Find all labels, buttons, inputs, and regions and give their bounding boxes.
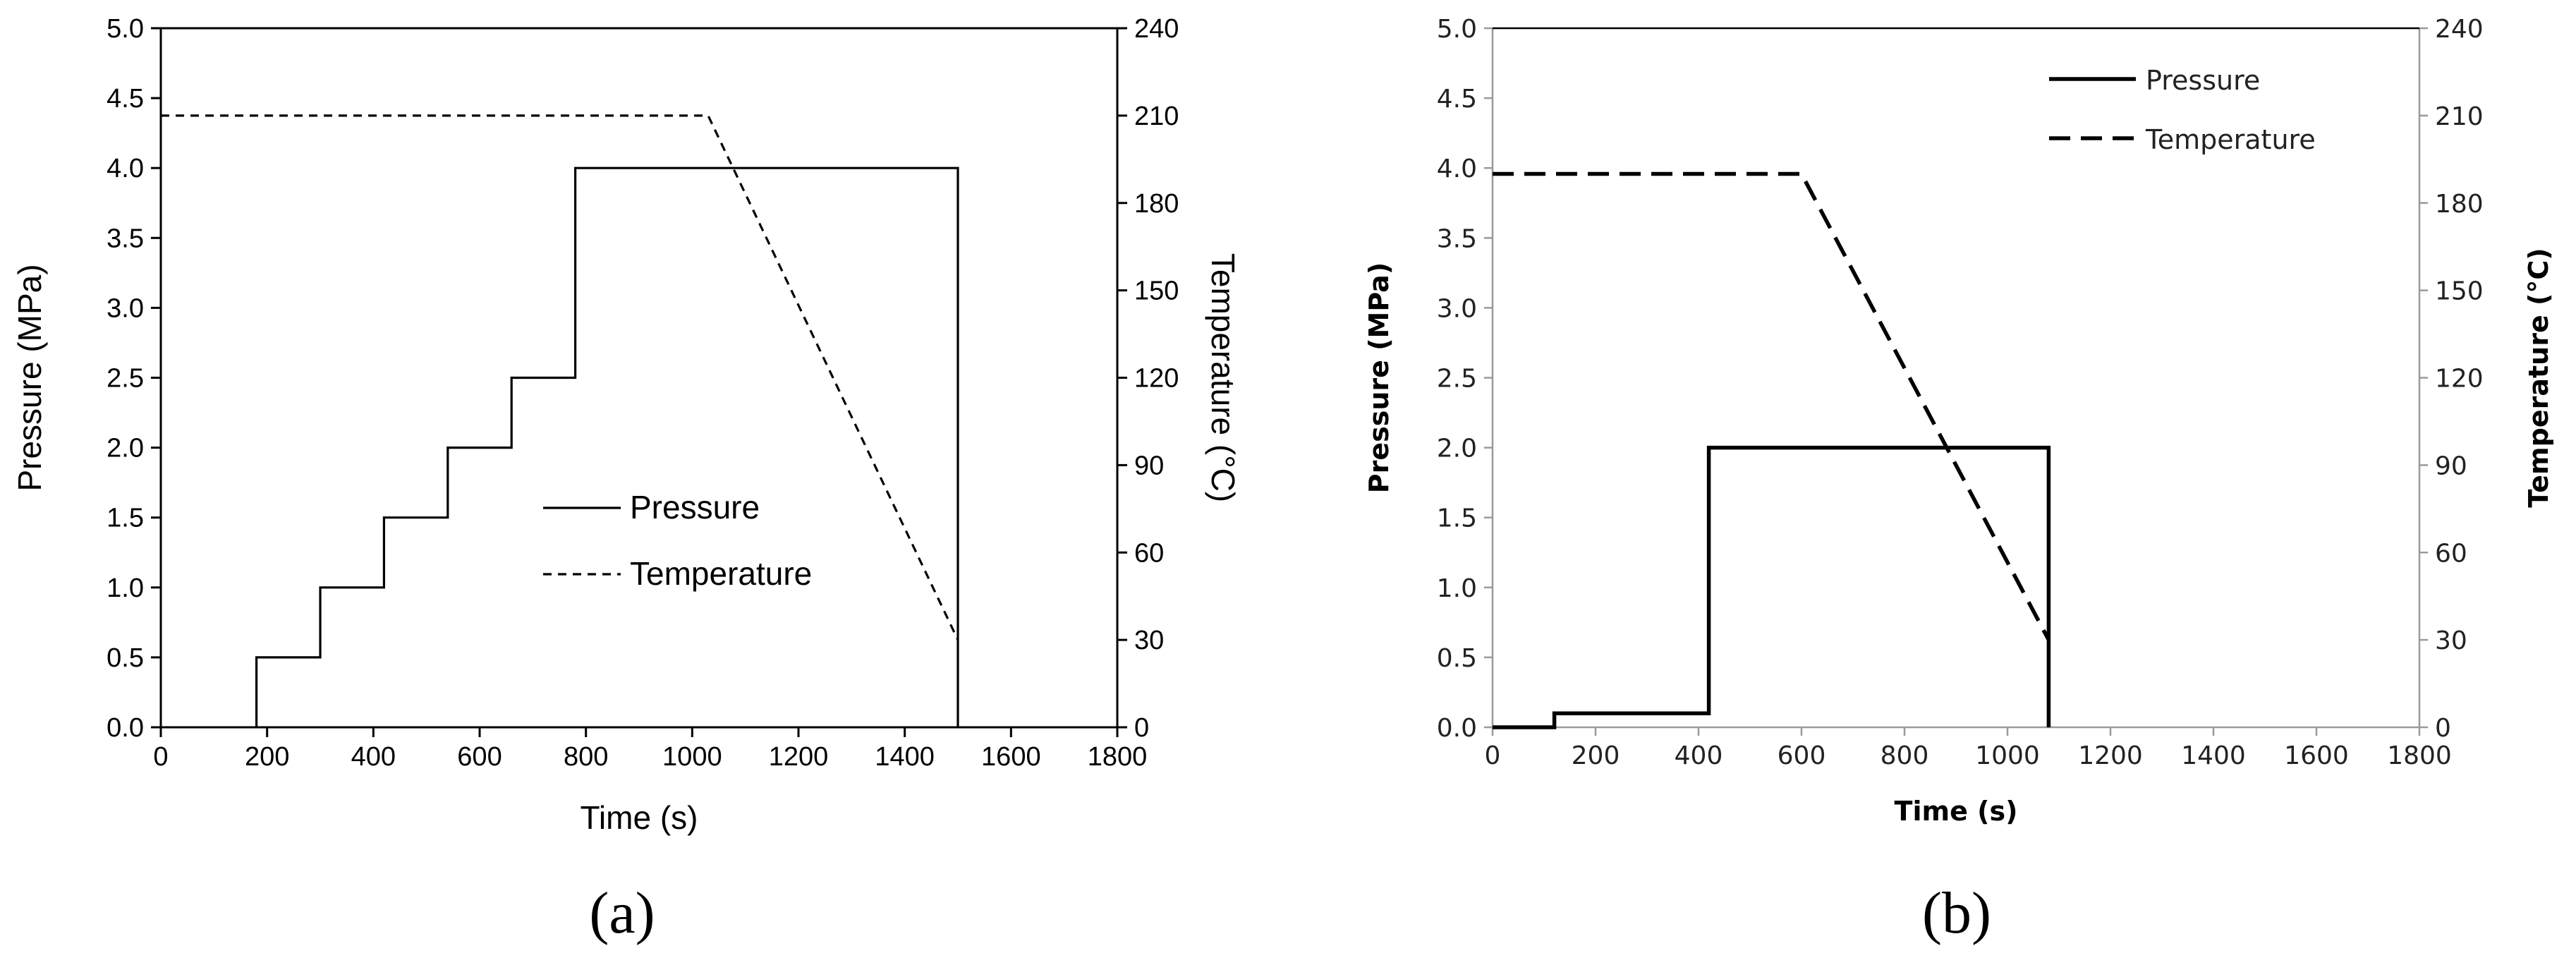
x-tick-label: 800 — [1881, 741, 1929, 770]
y-tick-label: 1.5 — [107, 504, 144, 533]
y2-tick-label: 180 — [2435, 190, 2484, 219]
y-tick-label: 2.5 — [1437, 365, 1477, 394]
x-tick-label: 0 — [1485, 741, 1501, 770]
y-tick-label: 5.0 — [107, 14, 144, 44]
y2-tick-label: 150 — [1134, 277, 1179, 306]
legend-label-pressure: Pressure — [2146, 65, 2260, 96]
x-tick-label: 400 — [351, 742, 396, 772]
y2-tick-label: 60 — [2435, 539, 2467, 568]
x-tick-label: 600 — [1778, 741, 1826, 770]
y2-tick-label: 240 — [1134, 14, 1179, 44]
panel-caption: (b) — [1922, 880, 1991, 946]
y-tick-label: 1.0 — [107, 573, 144, 603]
y2-tick-label: 180 — [1134, 189, 1179, 219]
y-tick-label: 0.5 — [1437, 644, 1477, 673]
y2-tick-label: 30 — [2435, 626, 2467, 655]
y-tick-label: 2.0 — [107, 434, 144, 463]
y-tick-label: 3.5 — [107, 224, 144, 253]
y-tick-label: 4.0 — [1437, 154, 1477, 183]
y-tick-label: 4.5 — [1437, 85, 1477, 114]
y-tick-label: 5.0 — [1437, 15, 1477, 44]
x-tick-label: 400 — [1675, 741, 1723, 770]
series-pressure-line — [255, 166, 959, 727]
y2-tick-label: 120 — [2435, 365, 2484, 394]
legend: Pressure Temperature — [2049, 65, 2316, 155]
x-tick-label: 1000 — [1975, 741, 2040, 770]
y-tick-label: 4.5 — [107, 84, 144, 114]
y-tick-label: 2.5 — [107, 364, 144, 394]
y2-axis-title: Temperature (°C) — [1205, 253, 1241, 502]
y-tick-label: 3.0 — [107, 293, 144, 323]
y2-tick-label: 150 — [2435, 277, 2484, 306]
y2-tick-label: 90 — [2435, 451, 2467, 480]
y-tick-label: 3.0 — [1437, 294, 1477, 323]
x-tick-label: 200 — [245, 742, 289, 772]
chart-b: 0 200 400 600 800 1000 1200 1400 1600 18000.00.51… — [1363, 15, 2554, 946]
x-tick-label: 1800 — [2387, 741, 2452, 770]
legend-label-temperature: Temperature — [2145, 124, 2316, 155]
y2-tick-label: 30 — [1134, 626, 1164, 655]
x-tick-label: 1600 — [981, 742, 1041, 772]
x-tick-label: 1600 — [2284, 741, 2349, 770]
legend: Pressure Temperature — [543, 489, 812, 592]
y2-tick-label: 120 — [1134, 364, 1179, 394]
y2-tick-label: 0 — [1134, 713, 1149, 743]
x-axis-title: Time (s) — [581, 799, 698, 836]
y-tick-label: 1.5 — [1437, 504, 1477, 533]
series-pressure-line — [1493, 445, 2051, 729]
x-tick-label: 1000 — [662, 742, 722, 772]
y2-tick-label: 90 — [1134, 451, 1164, 480]
y-tick-label: 0.0 — [1437, 714, 1477, 743]
series-temperature-line — [1493, 171, 2051, 641]
x-tick-label: 200 — [1572, 741, 1620, 770]
y2-tick-label: 0 — [2435, 714, 2451, 743]
y2-tick-label: 240 — [2435, 15, 2484, 44]
x-tick-label: 1200 — [769, 742, 829, 772]
x-tick-label: 1400 — [875, 742, 935, 772]
series-temperature-line — [161, 114, 959, 641]
y-tick-label: 4.0 — [107, 154, 144, 183]
y-tick-label: 0.5 — [107, 643, 144, 673]
chart-a: 0 200 400 600 800 1000 1200 1400 1600 18000.00.51… — [11, 14, 1241, 946]
y-tick-label: 2.0 — [1437, 435, 1477, 463]
legend-label-temperature: Temperature — [630, 555, 812, 592]
x-tick-label: 1800 — [1088, 742, 1148, 772]
legend-label-pressure: Pressure — [630, 489, 760, 526]
x-tick-label: 600 — [457, 742, 502, 772]
x-tick-label: 0 — [153, 742, 168, 772]
y2-tick-label: 210 — [1134, 102, 1179, 131]
y-axis-title: Pressure (MPa) — [1363, 262, 1395, 493]
x-tick-label: 1400 — [2181, 741, 2246, 770]
y-tick-label: 0.0 — [107, 713, 144, 743]
y2-tick-label: 60 — [1134, 538, 1164, 568]
x-tick-label: 1200 — [2078, 741, 2143, 770]
y-tick-label: 3.5 — [1437, 224, 1477, 253]
y-tick-label: 1.0 — [1437, 574, 1477, 603]
y-axis-title: Pressure (MPa) — [11, 264, 48, 491]
y2-tick-label: 210 — [2435, 102, 2484, 131]
x-axis-title: Time (s) — [1895, 796, 2018, 827]
panel-caption: (a) — [589, 880, 655, 946]
y2-axis-title: Temperature (°C) — [2523, 248, 2554, 507]
x-tick-label: 800 — [564, 742, 608, 772]
